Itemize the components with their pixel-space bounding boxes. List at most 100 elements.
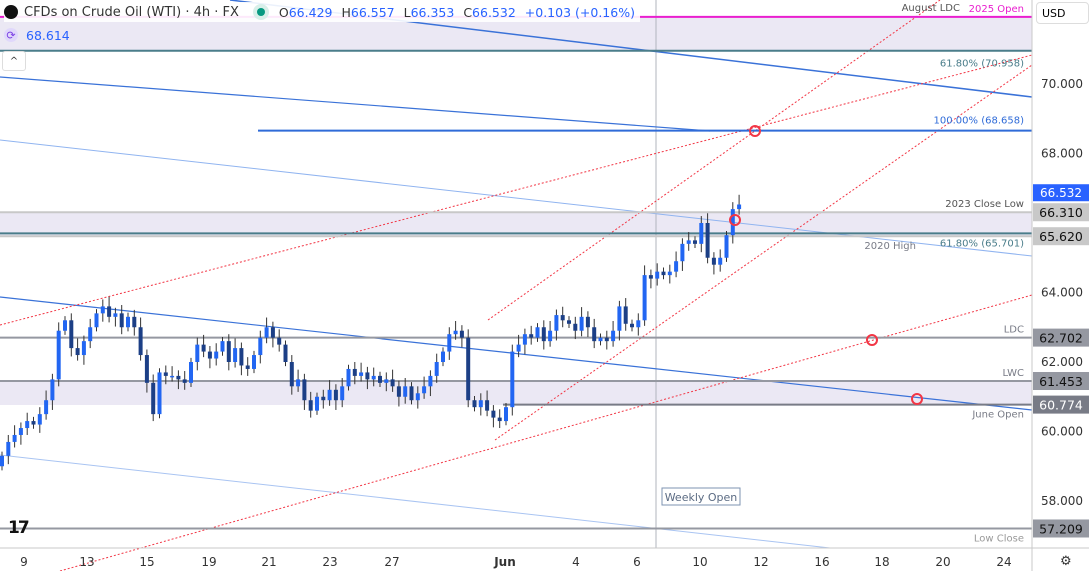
candle-body bbox=[554, 315, 559, 331]
candle-body bbox=[604, 337, 609, 342]
trendlines bbox=[0, 0, 1033, 571]
candle bbox=[100, 299, 105, 322]
candle bbox=[18, 422, 23, 445]
candle bbox=[428, 370, 433, 397]
tradingview-logo[interactable]: 17 bbox=[8, 518, 30, 538]
y-tick-label: 64.000 bbox=[1041, 286, 1083, 300]
candle-body bbox=[611, 330, 616, 342]
candle-body bbox=[485, 400, 490, 411]
candle bbox=[352, 362, 357, 385]
candle bbox=[226, 334, 231, 371]
price-tag bbox=[1033, 372, 1089, 391]
candle bbox=[510, 344, 515, 416]
symbol-title[interactable]: CFDs on Crude Oil (WTI) · 4h · FX bbox=[24, 4, 239, 20]
level-label: LWC bbox=[1002, 368, 1024, 379]
y-tick-label: 58.000 bbox=[1041, 494, 1083, 508]
candle bbox=[693, 236, 697, 249]
x-tick-label: Jun bbox=[493, 555, 516, 569]
candle-body bbox=[466, 337, 471, 401]
candle-body bbox=[340, 386, 345, 401]
candle-body bbox=[56, 330, 61, 380]
candle bbox=[81, 335, 86, 365]
x-tick-label: 27 bbox=[384, 555, 399, 569]
candle bbox=[686, 232, 691, 251]
candle-body bbox=[107, 306, 112, 317]
candle-body bbox=[592, 327, 597, 342]
candle-body bbox=[151, 382, 156, 415]
candle-body bbox=[371, 375, 376, 380]
candle bbox=[69, 313, 74, 357]
candle bbox=[724, 230, 729, 262]
x-tick-label: 16 bbox=[814, 555, 829, 569]
candle-body bbox=[25, 421, 30, 429]
candle bbox=[567, 316, 571, 328]
settings-icon[interactable]: ⚙ bbox=[1060, 554, 1072, 569]
candle-body bbox=[352, 368, 357, 376]
currency-selector[interactable]: USD bbox=[1036, 2, 1089, 24]
candle bbox=[491, 405, 496, 428]
candle bbox=[617, 300, 622, 341]
oil-drop-icon bbox=[4, 5, 18, 19]
candle-body bbox=[541, 327, 546, 342]
candle-body bbox=[119, 313, 124, 328]
candle-body bbox=[623, 306, 628, 324]
candle-body bbox=[31, 421, 36, 425]
level-label: 2023 Close Low bbox=[945, 199, 1024, 210]
august-ldc-label: August LDC bbox=[902, 3, 960, 14]
candle-body bbox=[88, 327, 93, 342]
candle bbox=[504, 403, 508, 426]
candle-body bbox=[182, 379, 187, 383]
indicator-legend[interactable]: ⟳ 68.614 bbox=[4, 26, 70, 44]
candle-body bbox=[718, 257, 723, 265]
candle-body bbox=[730, 209, 735, 236]
candle-body bbox=[157, 372, 162, 415]
candle bbox=[302, 373, 307, 410]
candle-body bbox=[126, 316, 130, 328]
candle bbox=[176, 370, 181, 390]
candle-body bbox=[264, 327, 269, 338]
candle bbox=[157, 368, 162, 419]
candle-body bbox=[680, 243, 685, 262]
candle bbox=[403, 377, 408, 404]
x-tick-label: 23 bbox=[322, 555, 337, 569]
candle-body bbox=[6, 441, 11, 456]
candle-body bbox=[100, 306, 105, 314]
candle bbox=[119, 305, 124, 335]
candle-body bbox=[598, 337, 603, 342]
candle-body bbox=[573, 323, 578, 331]
candle-body bbox=[560, 315, 565, 321]
level-label: 61.80% (65.701) bbox=[940, 238, 1024, 249]
collapse-legend-button[interactable]: ^ bbox=[2, 51, 26, 71]
candle bbox=[277, 329, 282, 352]
candle bbox=[25, 412, 30, 435]
candle-body bbox=[422, 386, 427, 394]
candle-body bbox=[233, 348, 238, 362]
candle bbox=[138, 317, 143, 361]
candle bbox=[126, 312, 130, 332]
candle-body bbox=[522, 334, 527, 345]
low-label: L bbox=[403, 4, 411, 20]
candle bbox=[447, 327, 452, 360]
candle-body bbox=[239, 348, 244, 366]
candle bbox=[233, 338, 238, 368]
candle bbox=[12, 425, 17, 448]
price-tag-text: 62.702 bbox=[1039, 331, 1083, 346]
candle bbox=[535, 323, 540, 342]
x-tick-label: 10 bbox=[692, 555, 707, 569]
candle bbox=[107, 296, 112, 323]
candle bbox=[333, 384, 338, 410]
candle bbox=[705, 213, 710, 264]
current-price-tag bbox=[1033, 184, 1089, 202]
candle bbox=[655, 263, 660, 286]
candle-body bbox=[113, 313, 118, 317]
candle-body bbox=[12, 434, 17, 442]
x-tick-label: 13 bbox=[79, 555, 94, 569]
candle-body bbox=[365, 372, 370, 380]
candle bbox=[245, 357, 250, 376]
level-label: 2025 Open bbox=[969, 4, 1024, 15]
candle bbox=[239, 342, 244, 376]
candle bbox=[37, 407, 42, 433]
symbol-header: CFDs on Crude Oil (WTI) · 4h · FX O66.42… bbox=[4, 2, 640, 22]
candle bbox=[466, 329, 471, 408]
